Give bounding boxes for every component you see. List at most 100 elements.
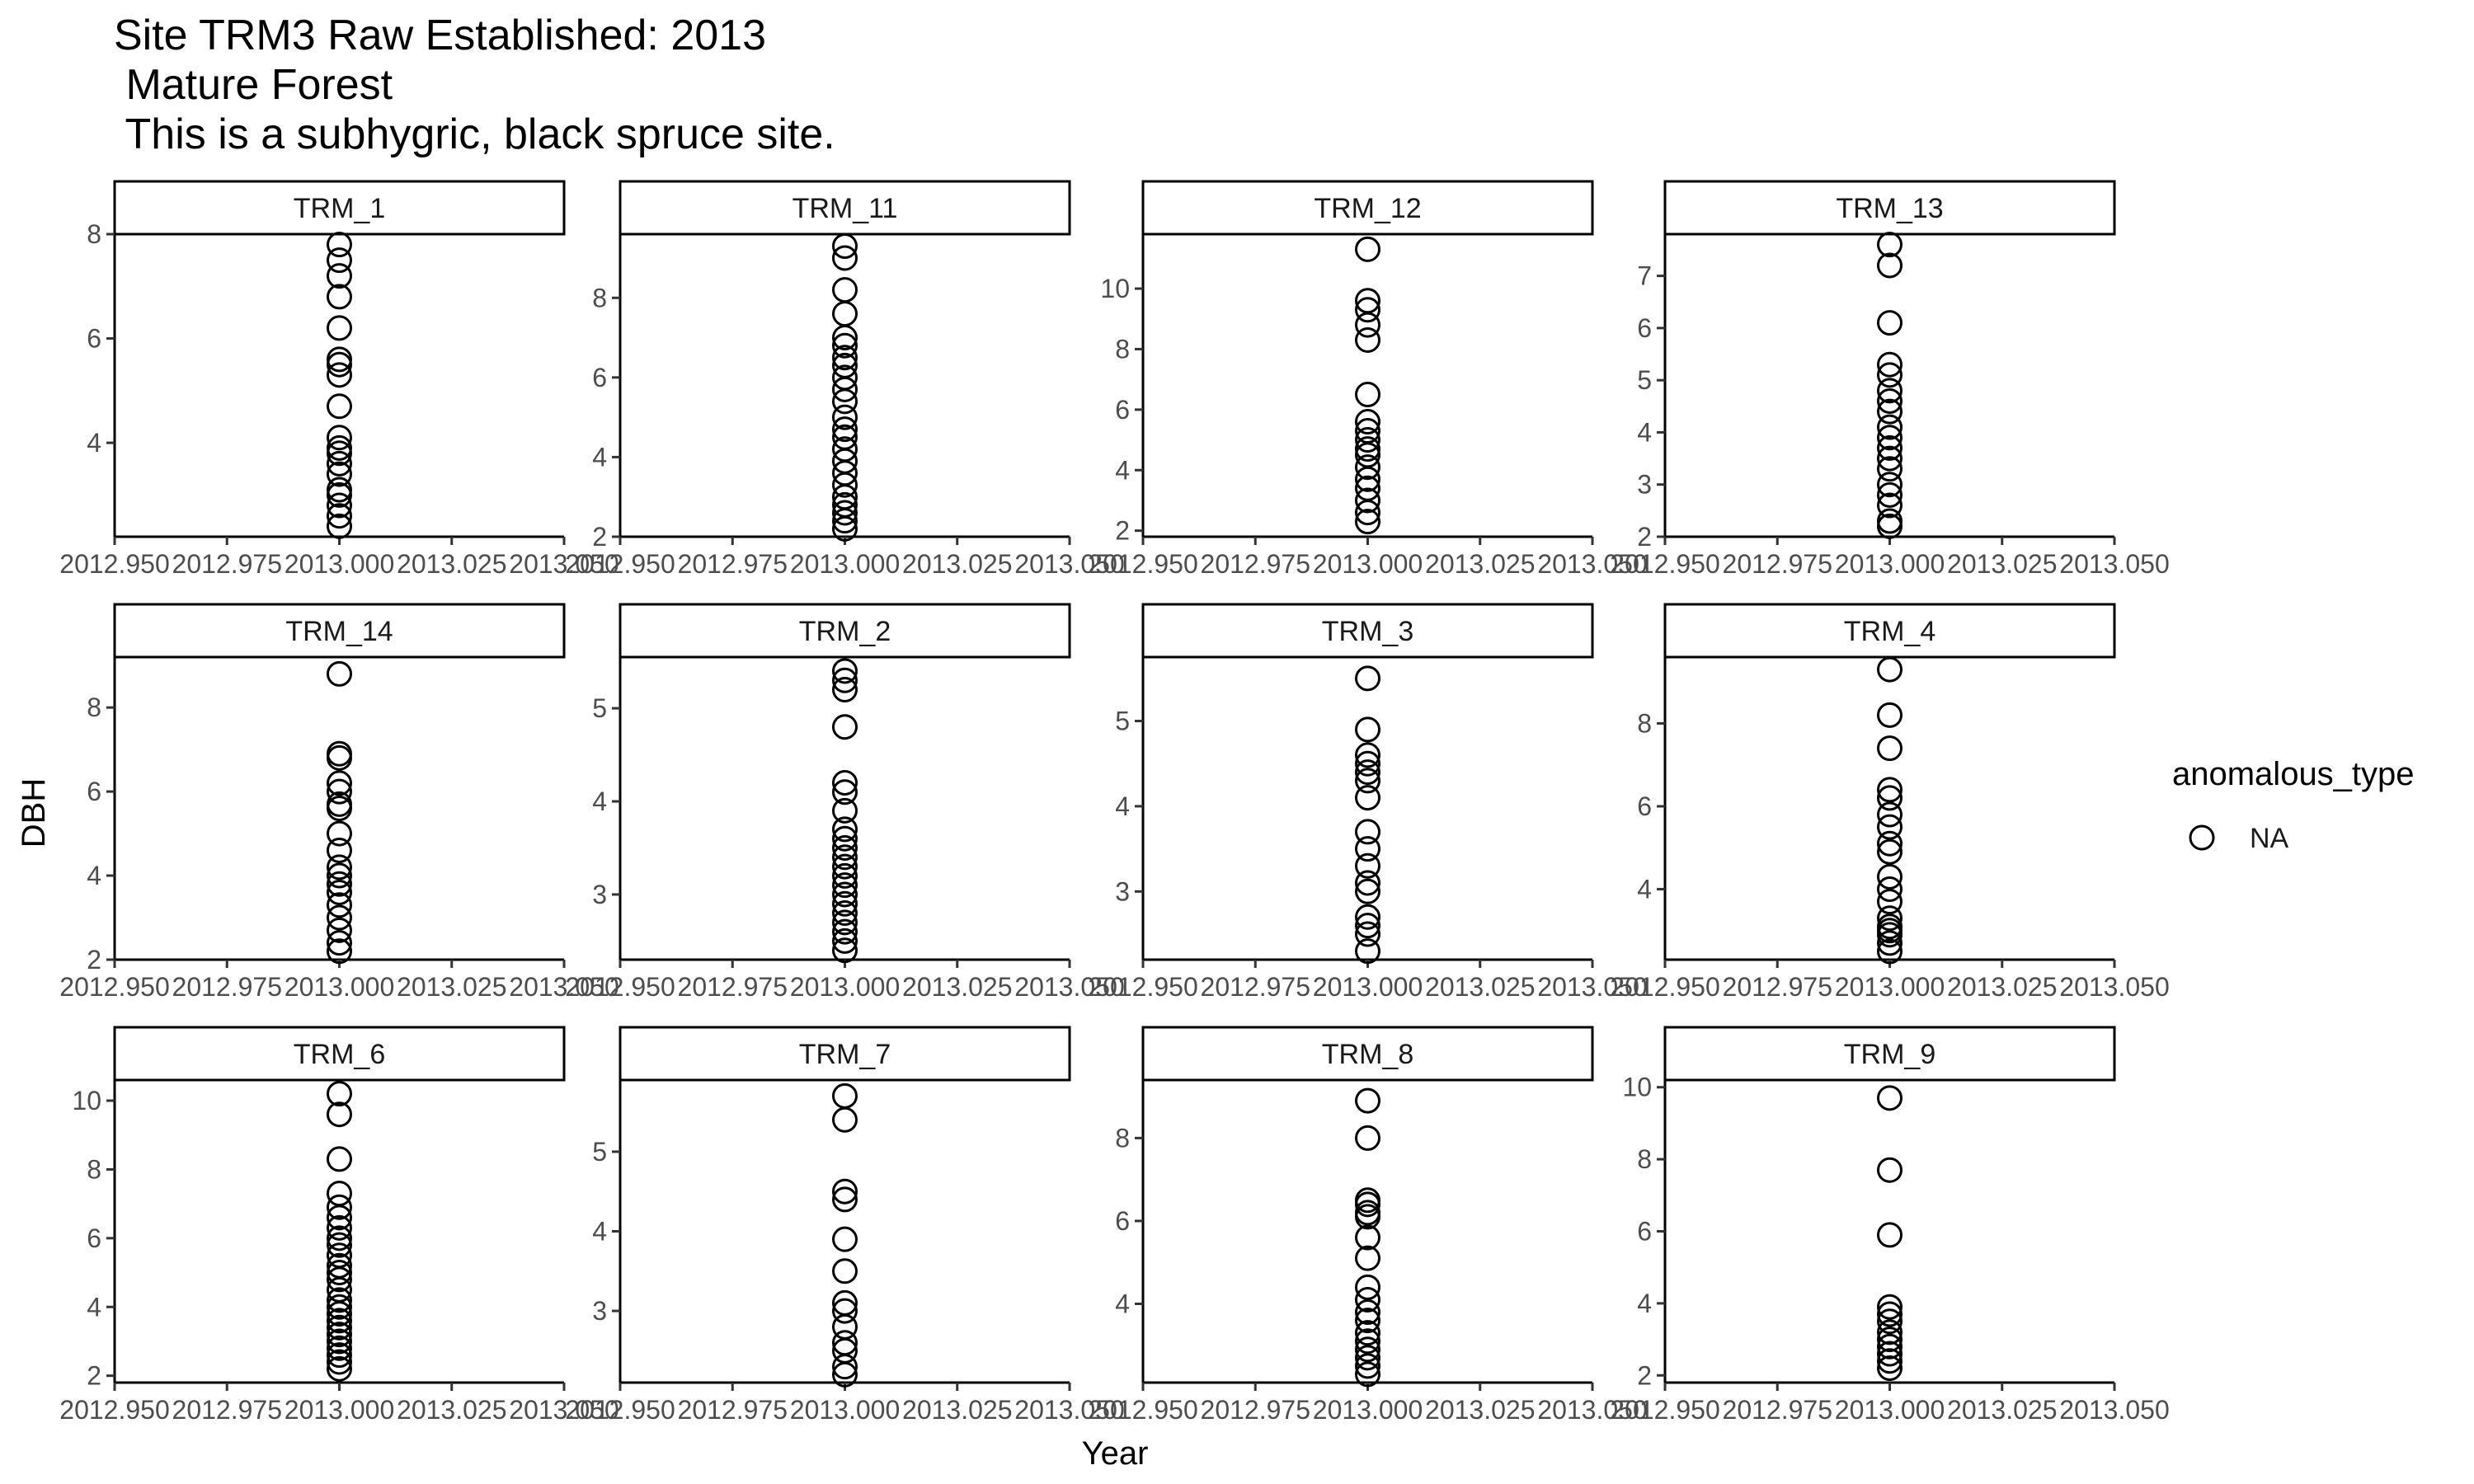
data-point [832,404,858,430]
x-tick-label: 2013.000 [1313,549,1423,579]
data-point [1877,232,1903,258]
facet-strip-label: TRM_14 [285,616,393,647]
x-tick-label: 2013.000 [1835,972,1945,1002]
data-point [832,714,858,740]
x-tick-label: 2012.950 [565,972,675,1002]
data-point [1877,876,1903,903]
data-point [1877,656,1903,683]
data-point [327,796,352,821]
chart-title-line-2: Mature Forest [114,61,393,109]
x-tick-label: 2012.950 [59,1395,169,1425]
x-tick-label: 2012.950 [1610,1395,1719,1425]
data-point [1877,445,1903,472]
data-point [1877,938,1903,965]
facet-strip [1141,180,1594,236]
data-point [1355,326,1380,353]
data-point [1355,1353,1380,1379]
data-point [1355,716,1380,743]
data-point [832,881,858,908]
y-tick-label: 4 [87,428,101,458]
data-point [327,1194,352,1220]
data-point [1355,742,1380,768]
y-tick-label: 4 [87,1292,101,1322]
y-tick-label: 3 [592,880,607,909]
data-point [1877,1085,1903,1111]
x-tick-label: 2012.975 [172,972,282,1002]
data-point [1355,759,1380,786]
data-point [1877,456,1903,482]
data-point [1355,852,1380,879]
panel-trm-9: TRM_9 2012.950 2012.975 2013.000 2013.025 201… [1610,1026,2170,1425]
panel-trm-7: TRM_7 2012.950 2012.975 2013.000 2013.025 201… [565,1026,1125,1425]
data-point [1877,387,1903,414]
facet-strip [113,180,566,236]
data-point [1355,236,1380,262]
data-point [1877,351,1903,378]
data-point [1877,310,1903,336]
facet-strip [618,603,1071,659]
x-tick-label: 2012.950 [59,549,169,579]
y-tick-label: 6 [87,324,101,354]
data-point [327,1335,352,1361]
data-point [1355,904,1380,930]
data-point [1355,1204,1380,1230]
x-tick-label: 2013.025 [1947,972,2057,1002]
facet-strip-label: TRM_1 [294,193,385,224]
panel-trm-2: TRM_2 2012.950 2012.975 2013.000 2013.025 201… [565,603,1125,1002]
y-tick-label: 4 [592,787,607,816]
data-point [327,1349,352,1375]
facet-strip [113,1026,566,1082]
data-point [832,472,858,498]
x-tick-label: 2012.975 [1723,1395,1832,1425]
data-point [327,1232,352,1258]
data-point [1877,425,1903,451]
y-tick-label: 6 [592,363,607,392]
data-point [1355,1286,1380,1313]
x-tick-label: 2012.950 [1088,1395,1197,1425]
chart-title-line-3: This is a subhygric, black spruce site. [114,110,835,158]
data-point [1877,814,1903,840]
data-point [1355,750,1380,777]
data-point [832,245,858,271]
y-tick-label: 4 [87,861,101,890]
x-tick-label: 2012.975 [1723,549,1832,579]
data-point [832,890,858,917]
data-point [1877,702,1903,728]
data-point [1355,297,1380,323]
x-tick-label: 2013.025 [1947,549,2057,579]
legend: anomalous_type NA [2172,756,2415,854]
data-point [832,1106,858,1133]
x-tick-label: 2013.025 [1425,549,1535,579]
y-tick-label: 4 [1115,455,1130,485]
data-point [832,918,858,945]
data-point [1877,1341,1903,1367]
data-point [1877,492,1903,519]
data-point [1877,863,1903,890]
facet-strip [1141,1026,1594,1082]
panel-trm-12: TRM_12 2012.950 2012.975 2013.000 2013.025 20… [1088,180,1648,579]
y-tick-label: 8 [592,283,607,312]
data-point [327,837,352,863]
y-tick-label: 10 [1622,1073,1652,1102]
data-point [832,825,858,852]
data-point [327,660,352,687]
facet-strip [113,603,566,659]
x-tick-label: 2013.050 [1014,972,1124,1002]
x-tick-label: 2013.050 [2059,1395,2169,1425]
x-tick-label: 2013.000 [285,972,394,1002]
data-point [327,362,352,388]
y-tick-label: 5 [592,693,607,723]
data-point [327,1205,352,1231]
data-point [1355,436,1380,463]
data-point [1877,889,1903,915]
data-point [832,301,858,327]
data-point [327,871,352,897]
data-point [327,425,352,451]
data-point [327,1355,352,1382]
data-point [1877,1308,1903,1335]
facet-strip [1663,603,2116,659]
data-point [327,263,352,289]
y-tick-label: 4 [1115,1289,1130,1318]
x-tick-label: 2013.000 [1835,549,1945,579]
y-tick-label: 6 [1637,791,1652,821]
